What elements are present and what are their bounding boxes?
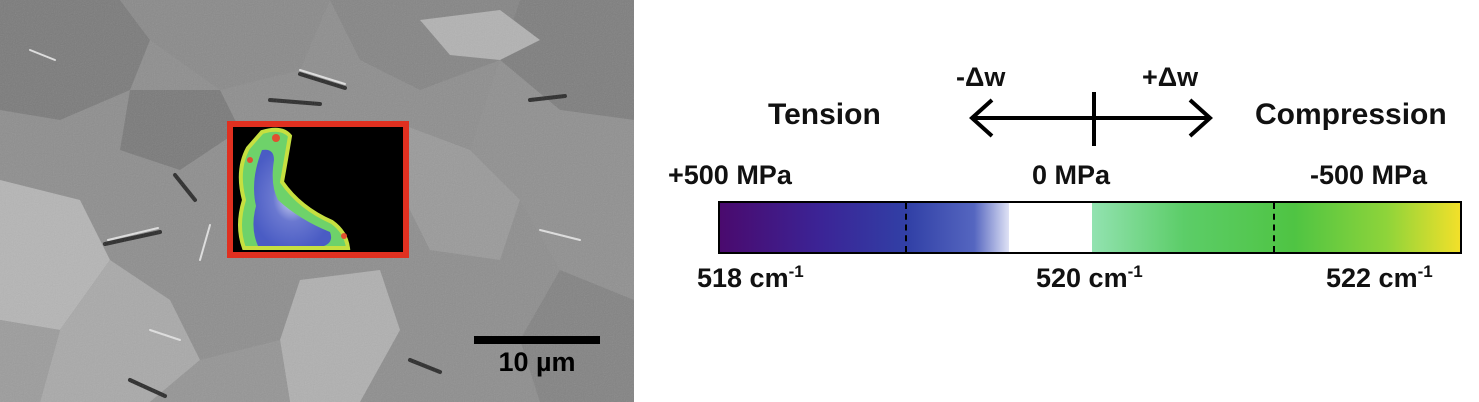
compression-label: Compression — [1255, 98, 1447, 131]
wavenumber-mid-label: 520 cm-1 — [1036, 262, 1143, 293]
negative-shift-label: -Δw — [956, 62, 1006, 92]
wavenumber-high-label: 522 cm-1 — [1326, 262, 1433, 293]
compression-gradient — [1092, 203, 1460, 252]
tension-gradient — [720, 203, 1009, 252]
colorbar-tick — [1273, 203, 1275, 252]
stress-positive-label: +500 MPa — [668, 160, 792, 190]
stress-zero-label: 0 MPa — [1032, 160, 1111, 190]
inset-frame — [227, 121, 409, 258]
raman-map-inset — [227, 121, 409, 258]
scale-bar-label: 10 µm — [498, 347, 576, 377]
double-arrow-icon — [969, 92, 1213, 146]
tension-label: Tension — [768, 98, 881, 131]
stress-negative-label: -500 MPa — [1310, 160, 1428, 190]
positive-shift-label: +Δw — [1142, 62, 1199, 92]
sem-micrograph: 10 µm — [0, 0, 634, 402]
scale-bar — [474, 336, 600, 344]
color-scale-bar — [718, 201, 1462, 254]
wavenumber-low-label: 518 cm-1 — [697, 262, 804, 293]
colorbar-tick — [905, 203, 907, 252]
micrograph-image — [0, 0, 634, 402]
neutral-zone — [1009, 203, 1092, 252]
